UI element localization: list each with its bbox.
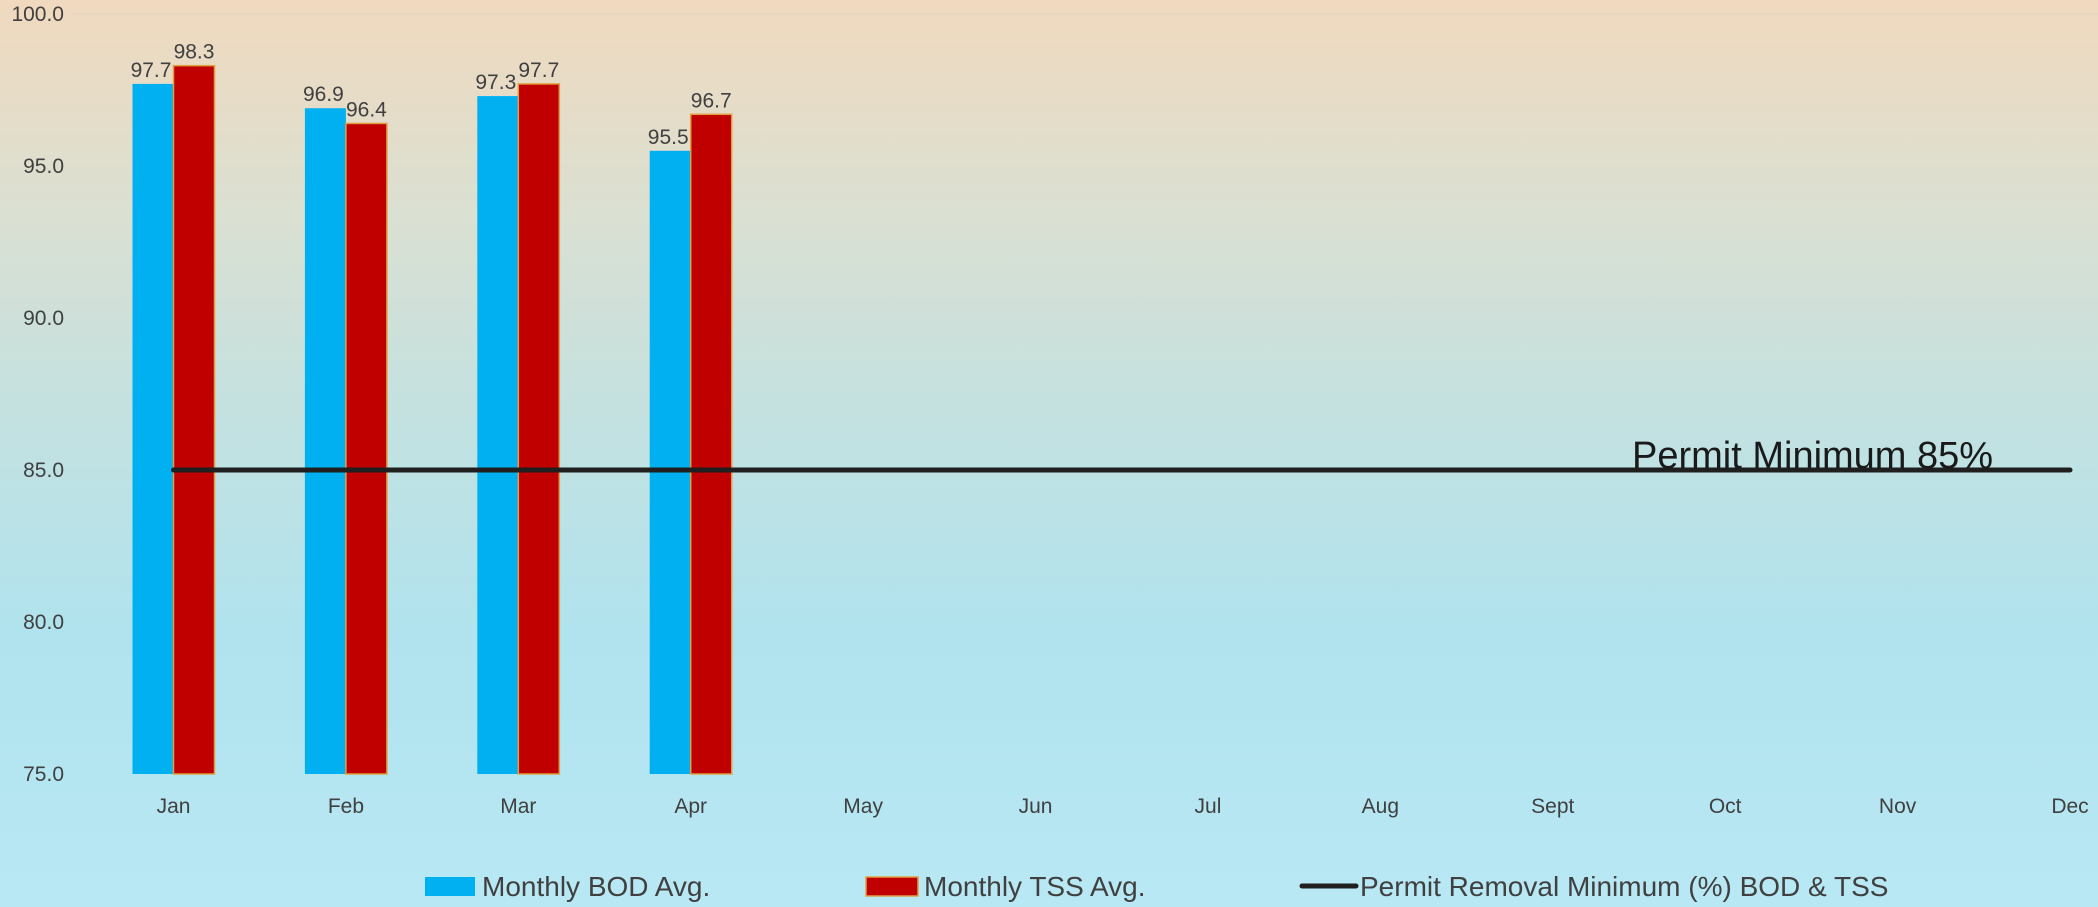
x-axis-ticks: Jan Feb Mar Apr May Jun Jul Aug Sept Oct Nov Dec bbox=[157, 795, 2089, 818]
x-tick-label: Nov bbox=[1879, 795, 1917, 818]
bar-tss bbox=[345, 122, 388, 775]
y-tick-label: 90.0 bbox=[23, 307, 64, 330]
legend: Monthly BOD Avg. Monthly TSS Avg. Permit… bbox=[425, 871, 1888, 902]
x-tick-label: Sept bbox=[1531, 795, 1574, 818]
data-label-bod: 97.7 bbox=[131, 59, 172, 82]
legend-label-bod: Monthly BOD Avg. bbox=[482, 871, 710, 902]
data-label-bod: 96.9 bbox=[303, 83, 344, 106]
y-axis-ticks: 75.0 80.0 85.0 90.0 95.0 100.0 bbox=[11, 3, 64, 786]
data-label-tss: 98.3 bbox=[174, 41, 215, 64]
data-label-bod: 97.3 bbox=[475, 71, 516, 94]
y-tick-label: 80.0 bbox=[23, 611, 64, 634]
legend-label-tss: Monthly TSS Avg. bbox=[924, 871, 1146, 902]
bar-tss bbox=[517, 83, 561, 775]
legend-label-permit: Permit Removal Minimum (%) BOD & TSS bbox=[1360, 871, 1888, 902]
x-tick-label: Mar bbox=[500, 795, 536, 818]
y-tick-label: 75.0 bbox=[23, 763, 64, 786]
y-tick-label: 85.0 bbox=[23, 459, 64, 482]
x-tick-label: Jun bbox=[1019, 795, 1053, 818]
x-tick-label: Aug bbox=[1362, 795, 1399, 818]
data-label-tss: 97.7 bbox=[518, 59, 559, 82]
bar-bod bbox=[304, 108, 346, 775]
x-tick-label: Jul bbox=[1195, 795, 1222, 818]
x-tick-label: Dec bbox=[2051, 795, 2088, 818]
bar-bod bbox=[649, 150, 691, 775]
x-tick-label: Oct bbox=[1709, 795, 1742, 818]
bar-tss bbox=[172, 64, 216, 775]
x-tick-label: Feb bbox=[328, 795, 364, 818]
permit-minimum-annotation: Permit Minimum 85% bbox=[1632, 435, 1993, 477]
bar-bod bbox=[132, 83, 174, 775]
y-tick-label: 100.0 bbox=[11, 3, 64, 26]
x-tick-label: Jan bbox=[157, 795, 191, 818]
legend-swatch-bod bbox=[425, 877, 475, 896]
bars-group bbox=[132, 64, 733, 775]
data-labels-group: 97.798.396.996.497.397.795.596.7 bbox=[131, 41, 732, 149]
data-label-bod: 95.5 bbox=[648, 126, 689, 149]
x-tick-label: May bbox=[843, 795, 883, 818]
bar-bod bbox=[477, 96, 519, 774]
y-tick-label: 95.0 bbox=[23, 155, 64, 178]
data-label-tss: 96.7 bbox=[691, 89, 732, 112]
x-tick-label: Apr bbox=[674, 795, 707, 818]
bar-tss bbox=[689, 113, 733, 775]
legend-swatch-tss bbox=[865, 876, 919, 897]
data-label-tss: 96.4 bbox=[346, 98, 387, 121]
